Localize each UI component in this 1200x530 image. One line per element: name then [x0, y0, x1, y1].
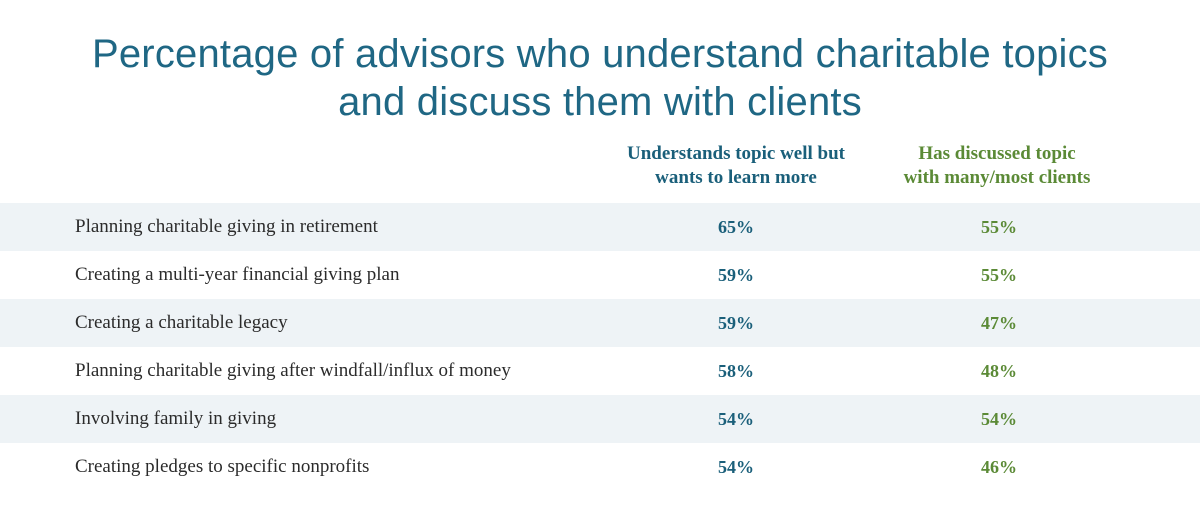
value-understands: 65% — [718, 217, 754, 237]
row-label: Creating pledges to specific nonprofits — [75, 456, 370, 477]
row-label: Planning charitable giving in retirement — [75, 216, 378, 237]
value-understands: 58% — [718, 361, 754, 381]
column-header-discussed: Has discussed topic with many/most clien… — [857, 142, 1137, 190]
value-understands: 54% — [718, 409, 754, 429]
table-row: Planning charitable giving after windfal… — [0, 347, 1200, 395]
row-label: Creating a multi-year financial giving p… — [75, 264, 400, 285]
chart-title: Percentage of advisors who understand ch… — [0, 30, 1200, 126]
table-body: Planning charitable giving in retirement… — [0, 203, 1200, 491]
column-header-understands-line-2: wants to learn more — [655, 167, 817, 188]
column-header-discussed-line-1: Has discussed topic — [918, 143, 1076, 164]
value-understands: 54% — [718, 457, 754, 477]
column-header-discussed-line-2: with many/most clients — [903, 167, 1091, 188]
column-header-understands: Understands topic well but wants to lear… — [596, 142, 876, 190]
table-row: Planning charitable giving in retirement… — [0, 203, 1200, 251]
row-label: Creating a charitable legacy — [75, 312, 288, 333]
column-header-understands-line-1: Understands topic well but — [627, 143, 845, 164]
table-row: Creating a charitable legacy 59% 47% — [0, 299, 1200, 347]
row-label: Involving family in giving — [75, 408, 277, 429]
chart-title-line-2: and discuss them with clients — [338, 80, 862, 124]
value-understands: 59% — [718, 313, 754, 333]
table-row: Creating a multi-year financial giving p… — [0, 251, 1200, 299]
value-discussed: 55% — [981, 265, 1017, 285]
value-discussed: 46% — [981, 457, 1017, 477]
value-understands: 59% — [718, 265, 754, 285]
table-row: Involving family in giving 54% 54% — [0, 395, 1200, 443]
chart-title-line-1: Percentage of advisors who understand ch… — [91, 32, 1109, 76]
value-discussed: 55% — [981, 217, 1017, 237]
row-label: Planning charitable giving after windfal… — [75, 360, 511, 381]
table-row: Creating pledges to specific nonprofits 5… — [0, 443, 1200, 491]
value-discussed: 54% — [981, 409, 1017, 429]
value-discussed: 48% — [981, 361, 1017, 381]
value-discussed: 47% — [981, 313, 1017, 333]
